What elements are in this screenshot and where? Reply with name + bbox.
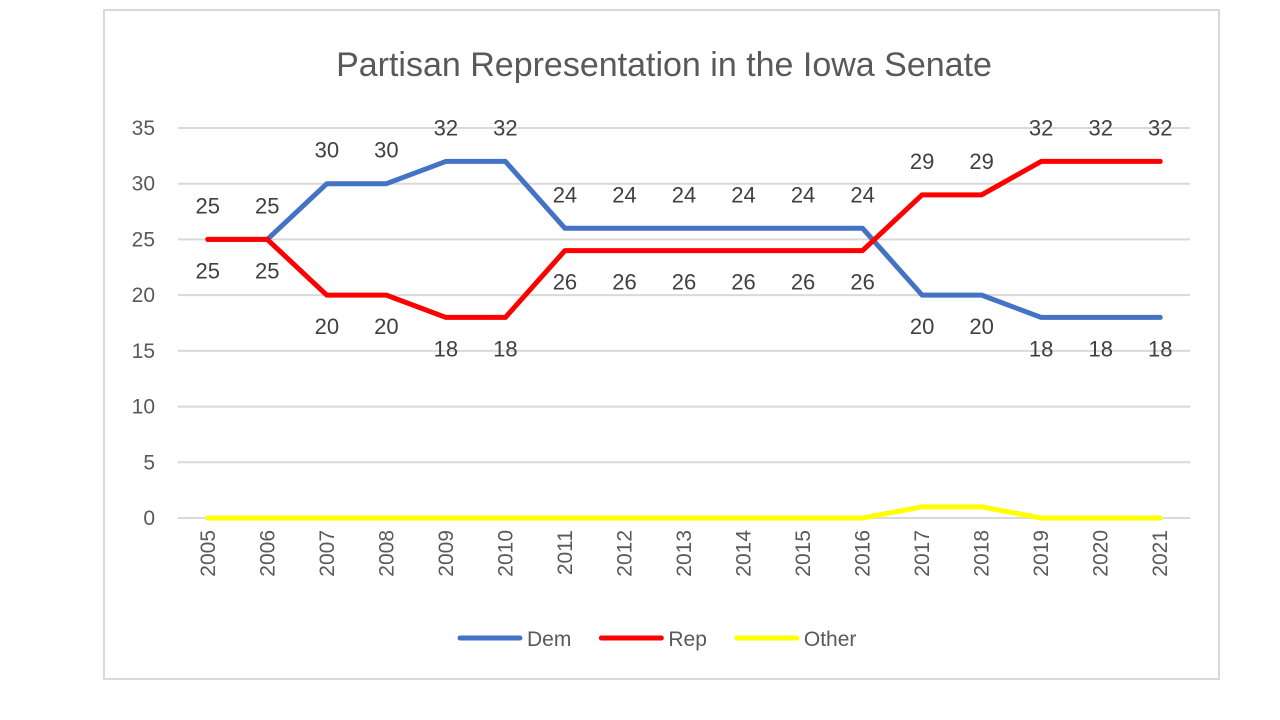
x-tick-label: 2021: [1149, 530, 1172, 577]
y-tick-label: 20: [132, 284, 155, 307]
data-label-dem: 24: [791, 182, 815, 207]
x-tick-label: 2019: [1030, 530, 1053, 577]
data-label-rep: 26: [850, 270, 874, 295]
x-tick-label: 2006: [256, 530, 279, 577]
y-tick-label: 30: [132, 173, 155, 196]
data-label-rep: 25: [196, 258, 220, 283]
x-tick-label: 2011: [554, 530, 577, 575]
data-label-rep: 20: [315, 314, 339, 339]
data-label-rep: 25: [255, 258, 279, 283]
chart-title: Partisan Representation in the Iowa Sena…: [336, 46, 992, 84]
x-tick-label: 2007: [316, 530, 339, 577]
data-label-rep: 32: [1148, 115, 1172, 140]
data-label-dem: 20: [969, 314, 993, 339]
data-label-rep: 20: [374, 314, 398, 339]
data-label-rep: 26: [731, 270, 755, 295]
y-tick-label: 5: [143, 451, 155, 474]
data-label-rep: 26: [612, 270, 636, 295]
legend-label-rep: Rep: [668, 628, 707, 651]
y-tick-label: 10: [132, 396, 155, 419]
legend-label-dem: Dem: [527, 628, 571, 651]
x-tick-label: 2017: [911, 530, 934, 577]
y-tick-label: 35: [132, 117, 155, 140]
x-tick-label: 2018: [971, 530, 994, 577]
data-label-rep: 26: [553, 270, 577, 295]
data-label-dem: 30: [315, 138, 339, 163]
x-tick-label: 2016: [852, 530, 875, 577]
series-line-other: [205, 504, 1163, 521]
data-label-rep: 32: [1088, 115, 1112, 140]
data-label-dem: 18: [1029, 336, 1053, 361]
data-label-dem: 24: [850, 182, 874, 207]
data-label-rep: 18: [493, 336, 517, 361]
data-label-dem: 24: [672, 182, 696, 207]
x-tick-label: 2010: [494, 530, 517, 577]
x-axis-ticks: 2005 2006 2007 2008 2009 2010 2011 2012 2013 2014…: [197, 530, 1172, 577]
data-label-dem: 32: [493, 115, 517, 140]
legend-label-other: Other: [804, 628, 857, 651]
x-tick-label: 2020: [1090, 530, 1113, 577]
data-label-dem: 25: [196, 193, 220, 218]
series-lines: [205, 158, 1163, 521]
y-tick-label: 25: [132, 228, 155, 251]
legend: Dem Rep Other: [457, 628, 857, 651]
x-tick-label: 2009: [435, 530, 458, 577]
data-label-rep: 26: [672, 270, 696, 295]
x-tick-label: 2005: [197, 530, 220, 577]
y-tick-label: 0: [143, 507, 155, 530]
data-labels: 25 25 30 30 32 32 24 24 24 24 24 24 20 20 18 18 18 25 25 20…: [196, 115, 1173, 361]
data-label-dem: 18: [1148, 336, 1172, 361]
x-tick-label: 2012: [613, 530, 636, 577]
data-label-dem: 30: [374, 138, 398, 163]
y-axis-ticks: 0 5 10 15 20 25 30 35: [132, 117, 155, 530]
data-label-rep: 32: [1029, 115, 1053, 140]
data-label-rep: 26: [791, 270, 815, 295]
data-label-dem: 24: [612, 182, 636, 207]
data-label-rep: 29: [969, 149, 993, 174]
y-tick-label: 15: [132, 340, 155, 363]
data-label-dem: 20: [910, 314, 934, 339]
series-line-rep: [205, 158, 1163, 320]
x-tick-label: 2015: [792, 530, 815, 577]
x-tick-label: 2008: [375, 530, 398, 577]
data-label-dem: 24: [731, 182, 755, 207]
series-line-dem: [205, 158, 1163, 320]
data-label-rep: 29: [910, 149, 934, 174]
data-label-dem: 24: [553, 182, 577, 207]
data-label-rep: 18: [434, 336, 458, 361]
x-tick-label: 2014: [733, 530, 756, 577]
line-chart: Partisan Representation in the Iowa Sena…: [132, 46, 1190, 651]
chart-area: Partisan Representation in the Iowa Sena…: [103, 9, 1220, 680]
data-label-dem: 18: [1088, 336, 1112, 361]
x-tick-label: 2013: [673, 530, 696, 577]
data-label-dem: 32: [434, 115, 458, 140]
data-label-dem: 25: [255, 193, 279, 218]
